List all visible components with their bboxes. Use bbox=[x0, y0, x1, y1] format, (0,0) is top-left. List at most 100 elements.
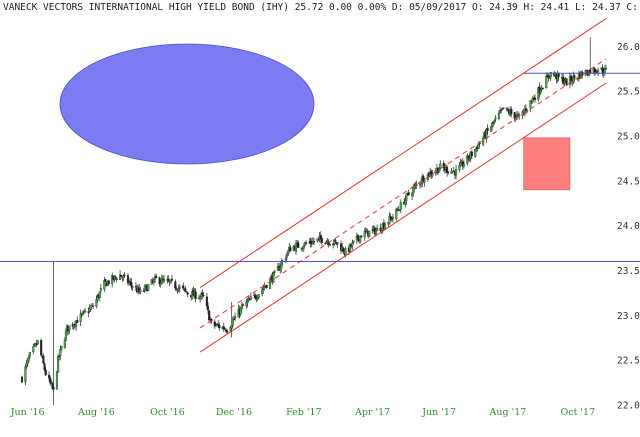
candle-body bbox=[526, 109, 529, 112]
candle-body bbox=[103, 280, 106, 290]
candle-body bbox=[273, 270, 276, 273]
candle-body bbox=[455, 169, 458, 176]
candle-body bbox=[208, 310, 211, 321]
candle-body bbox=[505, 107, 508, 110]
candle-body bbox=[20, 376, 24, 383]
candle-body bbox=[119, 274, 122, 280]
candle-body bbox=[320, 238, 323, 243]
candle-body bbox=[214, 325, 217, 327]
candle-body bbox=[351, 242, 354, 247]
candle-body bbox=[59, 349, 62, 356]
candle-body bbox=[218, 324, 221, 329]
candle-body bbox=[265, 284, 268, 288]
candle-body bbox=[529, 100, 532, 109]
candle-body bbox=[545, 76, 548, 89]
candle-body bbox=[230, 325, 233, 329]
candle-body bbox=[58, 355, 61, 357]
candle-body bbox=[87, 311, 90, 313]
candle-body bbox=[376, 228, 379, 231]
candle-body bbox=[297, 242, 300, 248]
candle-body bbox=[565, 78, 568, 86]
candle-body bbox=[280, 262, 283, 269]
candle-body bbox=[342, 248, 345, 253]
candle-body bbox=[423, 180, 426, 183]
candles-layer bbox=[20, 37, 608, 405]
candle-body bbox=[134, 286, 137, 288]
candle-body bbox=[411, 193, 414, 196]
candle-body bbox=[131, 286, 134, 288]
candle-body bbox=[573, 75, 576, 79]
candle-body bbox=[120, 274, 123, 277]
candle-body bbox=[539, 90, 542, 94]
candle-body bbox=[182, 285, 185, 289]
y-axis: 22.0 22.5 23.0 23.5 24.0 24.5 25.0 25.5 26.0 bbox=[617, 42, 640, 412]
candle-body bbox=[344, 248, 347, 255]
annotations-layer bbox=[59, 43, 571, 191]
candle-body bbox=[121, 277, 124, 279]
candle-body bbox=[123, 274, 126, 276]
candle-body bbox=[431, 173, 434, 177]
candle-body bbox=[95, 299, 98, 307]
candle-body bbox=[547, 75, 550, 78]
x-tick-label: Feb '17 bbox=[286, 407, 322, 418]
candle-body bbox=[486, 127, 489, 131]
candle-body bbox=[79, 313, 82, 322]
candle-body bbox=[199, 296, 202, 299]
candle-body bbox=[64, 330, 68, 341]
candle-body bbox=[374, 230, 378, 235]
candle-body bbox=[163, 279, 166, 282]
candle-body bbox=[246, 300, 249, 303]
candle-body bbox=[518, 114, 521, 117]
x-tick-label: Jun '17 bbox=[421, 407, 456, 418]
candle-body bbox=[498, 110, 502, 113]
candle-body bbox=[462, 163, 465, 167]
candle-body bbox=[368, 230, 371, 238]
candle-body bbox=[175, 288, 178, 290]
candle-body bbox=[356, 235, 360, 240]
candle-body bbox=[213, 321, 216, 326]
candle-body bbox=[24, 366, 27, 383]
candle-body bbox=[502, 107, 505, 109]
candle-body bbox=[201, 292, 204, 295]
candle-body bbox=[405, 193, 408, 201]
candle-body bbox=[287, 250, 290, 256]
ellipse-annotation bbox=[59, 43, 315, 165]
candle-body bbox=[493, 120, 496, 123]
candle-body bbox=[232, 318, 236, 320]
candle-body bbox=[497, 113, 500, 119]
candle-body bbox=[147, 284, 150, 291]
candle-body bbox=[155, 275, 158, 278]
candle-body bbox=[234, 316, 237, 319]
candle-body bbox=[75, 320, 78, 327]
candle-body bbox=[98, 291, 101, 298]
candle-body bbox=[257, 294, 260, 298]
candle-body bbox=[63, 339, 66, 348]
candle-body bbox=[206, 305, 210, 311]
candle-body bbox=[395, 208, 398, 219]
candle-body bbox=[32, 346, 35, 352]
candle-body bbox=[438, 169, 441, 173]
candle-body bbox=[360, 235, 363, 238]
candle-body bbox=[570, 75, 573, 82]
x-tick-label: Oct '17 bbox=[560, 407, 595, 418]
candle-body bbox=[40, 340, 43, 356]
candle-body bbox=[533, 97, 537, 100]
candle-body bbox=[122, 275, 125, 278]
candle-body bbox=[99, 287, 102, 291]
candle-body bbox=[159, 282, 162, 286]
candle-body bbox=[194, 291, 197, 300]
x-tick-label: Oct '16 bbox=[150, 407, 185, 418]
candle-body bbox=[68, 325, 71, 330]
candle-body bbox=[91, 305, 95, 307]
candle-body bbox=[184, 288, 187, 291]
candle-body bbox=[284, 258, 287, 262]
candle-body bbox=[289, 247, 292, 252]
candle-body bbox=[458, 165, 461, 171]
candle-body bbox=[312, 241, 316, 243]
y-tick-label: 26.0 bbox=[617, 42, 640, 53]
candle-body bbox=[359, 235, 362, 242]
candle-body bbox=[328, 244, 331, 246]
candle-body bbox=[84, 311, 87, 313]
